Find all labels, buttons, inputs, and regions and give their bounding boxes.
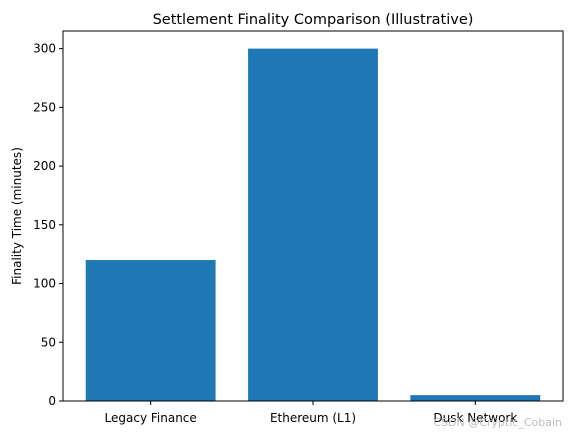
y-tick-label: 50 [41,335,56,349]
bars-group [85,48,541,401]
y-tick-label: 100 [33,277,56,291]
x-axis-ticks: Legacy Finance Ethereum (L1) Dusk Network [105,401,517,425]
y-tick-label: 200 [33,159,56,173]
plot-frame [62,30,564,402]
y-tick-label: 150 [33,218,56,232]
bar-legacy-finance [85,260,216,401]
y-tick-label: 250 [33,100,56,114]
chart-title: Settlement Finality Comparison (Illustra… [153,12,474,28]
y-tick-label: 300 [33,42,56,56]
x-tick-label: Legacy Finance [105,411,197,425]
bar-ethereum-l1 [248,48,378,401]
x-tick-label: Dusk Network [433,411,517,425]
watermark-text: CSDN @Cryptic_Cobain [433,416,562,429]
y-axis-ticks: 0 50 100 150 200 250 300 [33,42,63,408]
y-tick-label: 0 [48,394,56,408]
y-axis-label: Finality Time (minutes) [10,147,24,285]
bar-dusk-network [410,395,541,401]
x-tick-label: Ethereum (L1) [270,411,356,425]
